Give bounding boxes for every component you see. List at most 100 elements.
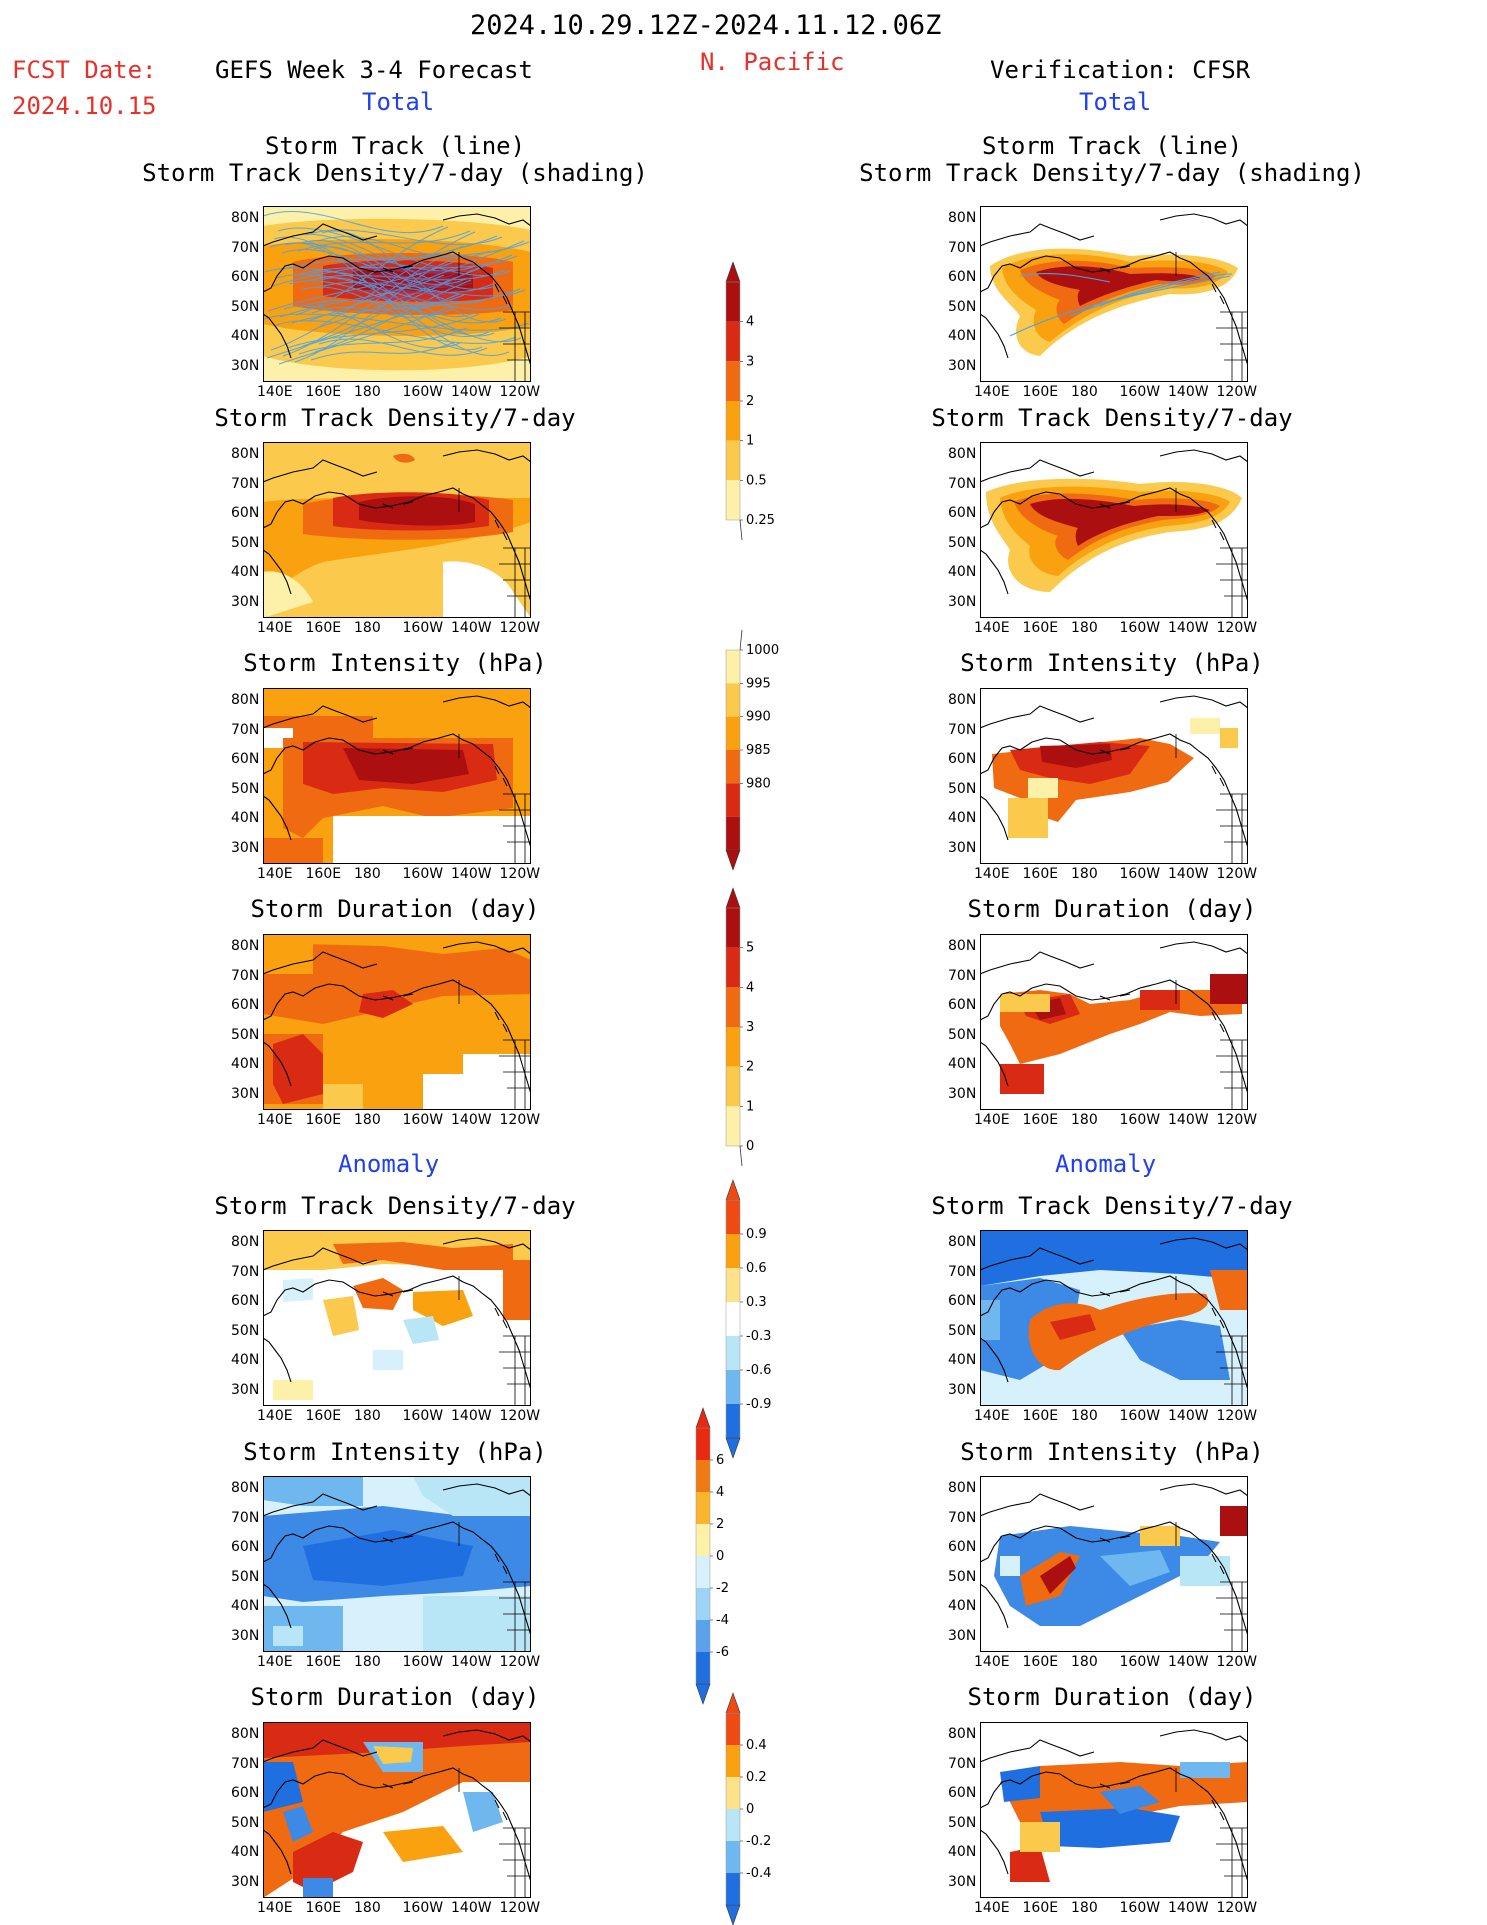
lat-tick-label: 50N bbox=[948, 1026, 977, 1043]
region-title: N. Pacific bbox=[700, 48, 845, 76]
lat-tick-label: 60N bbox=[231, 1293, 260, 1309]
lat-tick-label: 80N bbox=[948, 1234, 977, 1250]
lat-tick-label: 60N bbox=[948, 269, 977, 285]
right-anom-duration-title: Storm Duration (day) bbox=[967, 1683, 1257, 1711]
right-anomaly-label: Anomaly bbox=[1055, 1150, 1157, 1178]
left-duration-title: Storm Duration (day) bbox=[250, 895, 540, 923]
lat-tick-label: 80N bbox=[231, 210, 260, 226]
lon-tick-label: 140E bbox=[257, 1900, 293, 1916]
lat-tick-label: 50N bbox=[948, 1568, 977, 1585]
lon-tick-label: 140W bbox=[1168, 1408, 1209, 1424]
colorbar-swatch bbox=[726, 1066, 740, 1107]
lon-tick-label: 140E bbox=[974, 620, 1010, 636]
lon-tick-label: 180 bbox=[354, 1654, 381, 1670]
date-range: 2024.10.29.12Z-2024.11.12.06Z bbox=[470, 10, 942, 41]
lon-tick-label: 160E bbox=[305, 1900, 342, 1916]
colorbar-tick-label: 1 bbox=[746, 434, 754, 449]
colorbar-swatch bbox=[726, 987, 740, 1027]
lat-tick-label: 50N bbox=[231, 780, 260, 797]
colorbar-tick-label: 0 bbox=[746, 1139, 754, 1154]
left-intensity-title: Storm Intensity (hPa) bbox=[243, 649, 547, 677]
lon-tick-label: 140W bbox=[451, 620, 492, 636]
colorbar-tick-label: 2 bbox=[746, 394, 754, 409]
intensity-left-map bbox=[263, 688, 531, 864]
anom-intensity-left-map bbox=[263, 1476, 531, 1652]
lat-tick-label: 50N bbox=[231, 1568, 260, 1585]
lat-tick-label: 40N bbox=[948, 564, 977, 580]
colorbar-swatch bbox=[726, 1302, 740, 1336]
lon-tick-label: 140E bbox=[257, 1654, 293, 1670]
lat-tick-label: 30N bbox=[948, 1381, 977, 1398]
lon-tick-label: 180 bbox=[1071, 1900, 1098, 1916]
colorbar-swatch bbox=[726, 1234, 740, 1268]
track-left-map bbox=[263, 206, 531, 382]
left-model-title: GEFS Week 3-4 Forecast bbox=[215, 56, 533, 84]
colorbar-swatch bbox=[726, 1713, 740, 1745]
lat-tick-label: 70N bbox=[231, 721, 260, 738]
colorbar-swatch bbox=[696, 1652, 710, 1684]
density-total-colorbar: 4 3 2 1 0.5 0.25 bbox=[722, 261, 842, 541]
lat-tick-label: 70N bbox=[231, 475, 260, 492]
duration-right-map bbox=[980, 934, 1248, 1110]
colorbar-tick-label: -2 bbox=[716, 1581, 729, 1596]
lon-tick-label: 120W bbox=[499, 620, 541, 636]
intensity-left-map-plot bbox=[263, 688, 531, 864]
colorbar-tick-label: -6 bbox=[716, 1645, 729, 1660]
duration-left-map bbox=[263, 934, 531, 1110]
colorbar-swatch bbox=[726, 1027, 740, 1067]
colorbar-tick-label: 3 bbox=[746, 354, 754, 369]
intensity-anom-colorbar: 6 4 2 0 -2 -4 -6 bbox=[692, 1407, 812, 1705]
colorbar-swatch bbox=[726, 1841, 740, 1873]
anom-duration-right-map-plot bbox=[980, 1722, 1248, 1898]
colorbar-swatch bbox=[726, 816, 740, 850]
lon-tick-label: 140E bbox=[257, 1408, 293, 1424]
lon-tick-label: 180 bbox=[354, 1900, 381, 1916]
lat-tick-label: 60N bbox=[948, 1785, 977, 1801]
lat-tick-label: 30N bbox=[948, 357, 977, 374]
colorbar-swatch bbox=[726, 1404, 740, 1438]
lat-tick-label: 80N bbox=[231, 692, 260, 708]
lon-tick-label: 160E bbox=[1022, 1408, 1059, 1424]
anom-duration-left-map-plot bbox=[263, 1722, 531, 1898]
lat-tick-label: 70N bbox=[948, 239, 977, 256]
lon-tick-label: 120W bbox=[1216, 384, 1258, 400]
colorbar-swatch bbox=[726, 1268, 740, 1302]
lon-tick-label: 140W bbox=[451, 1112, 492, 1128]
left-anomaly-label: Anomaly bbox=[338, 1150, 440, 1178]
anom-density-right-map bbox=[980, 1230, 1248, 1406]
lat-tick-label: 80N bbox=[948, 446, 977, 462]
lon-tick-label: 140E bbox=[257, 1112, 293, 1128]
lat-tick-label: 40N bbox=[948, 810, 977, 826]
colorbar-swatch bbox=[696, 1460, 710, 1492]
lat-tick-label: 30N bbox=[231, 593, 260, 610]
lon-tick-label: 140E bbox=[257, 866, 293, 882]
lat-tick-label: 50N bbox=[948, 534, 977, 551]
lon-tick-label: 140E bbox=[257, 620, 293, 636]
colorbar-swatch bbox=[726, 1336, 740, 1370]
density-right-map-plot bbox=[980, 442, 1248, 618]
colorbar-tick-label: 1 bbox=[746, 1099, 754, 1114]
colorbar-tick-label: 6 bbox=[716, 1453, 724, 1468]
lat-tick-label: 70N bbox=[948, 1263, 977, 1280]
colorbar-swatch bbox=[726, 1809, 740, 1841]
colorbar-tick-label: 2 bbox=[716, 1517, 724, 1532]
lon-tick-label: 140W bbox=[1168, 384, 1209, 400]
lon-tick-label: 140E bbox=[974, 1408, 1010, 1424]
colorbar-tick-label: 2 bbox=[746, 1060, 754, 1075]
colorbar-swatch bbox=[726, 321, 740, 362]
colorbar-tick-label: 0.3 bbox=[746, 1295, 767, 1310]
anom-density-left-map bbox=[263, 1230, 531, 1406]
lat-tick-label: 80N bbox=[231, 446, 260, 462]
left-anom-duration-title: Storm Duration (day) bbox=[250, 1683, 540, 1711]
lon-tick-label: 140E bbox=[974, 1112, 1010, 1128]
lat-tick-label: 80N bbox=[948, 692, 977, 708]
lon-tick-label: 140E bbox=[974, 866, 1010, 882]
lon-tick-label: 120W bbox=[1216, 620, 1258, 636]
colorbar-tick-label: 4 bbox=[746, 980, 754, 995]
colorbar-tick-label: 3 bbox=[746, 1020, 754, 1035]
lon-tick-label: 160E bbox=[305, 384, 342, 400]
lat-tick-label: 80N bbox=[231, 1480, 260, 1496]
lon-tick-label: 140W bbox=[1168, 866, 1209, 882]
lat-tick-label: 50N bbox=[231, 1026, 260, 1043]
lon-tick-label: 160W bbox=[402, 1408, 444, 1424]
